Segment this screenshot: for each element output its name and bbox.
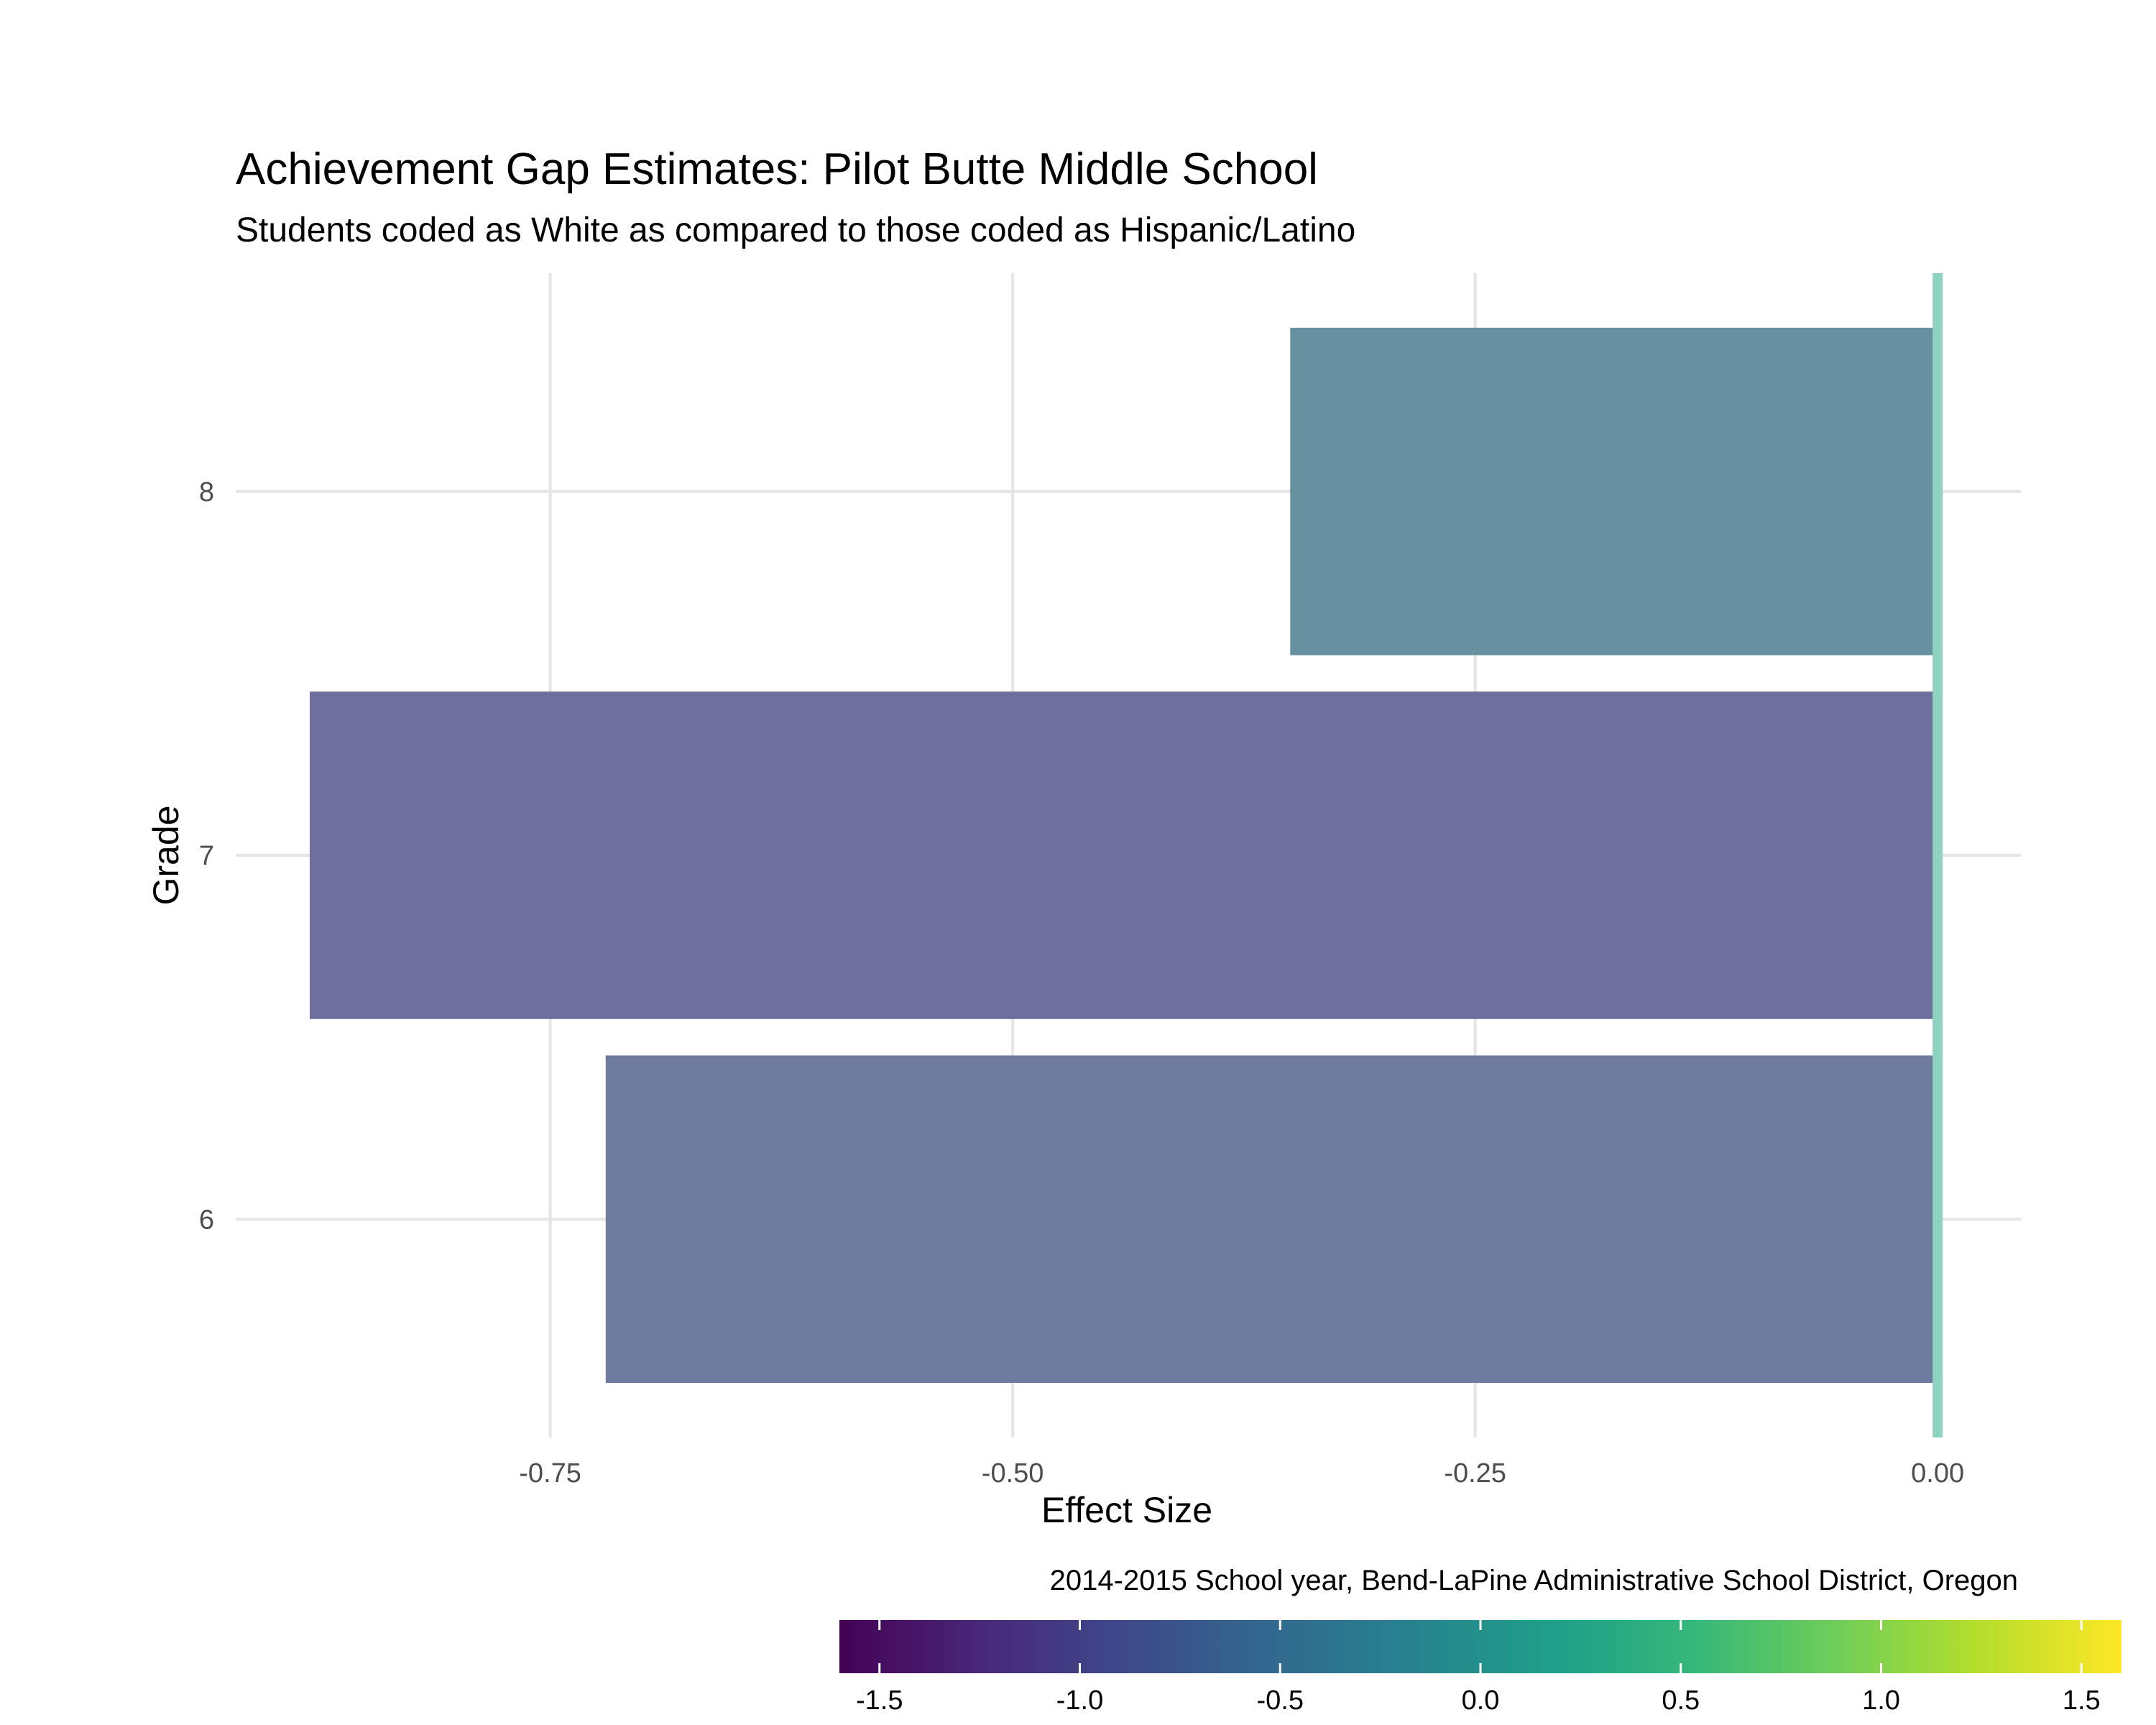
x-tick-label: -0.25 [1444,1458,1506,1489]
x-axis-title: Effect Size [1041,1490,1212,1530]
colorbar-tick-label: 0.0 [1462,1685,1500,1716]
x-tick-label: 0.00 [1911,1458,1964,1489]
y-tick-label: 6 [199,1205,214,1235]
chart-subtitle: Students coded as White as compared to t… [236,211,1355,249]
chart-caption: 2014-2015 School year, Bend-LaPine Admin… [1050,1565,2018,1596]
bar-grade-7 [309,691,1938,1019]
colorbar-tick-label: -0.5 [1257,1685,1304,1716]
colorbar-tick-label: 1.0 [1862,1685,1900,1716]
bar-grade-6 [605,1055,1938,1384]
colorbar: -1.5 -1.0 -0.5 0.0 0.5 1.0 1.5 [839,1620,2122,1716]
bars [309,327,1938,1384]
y-tick-label: 7 [199,841,214,871]
colorbar-tick-label: 0.5 [1662,1685,1700,1716]
y-axis-title: Grade [146,806,186,906]
chart-title: Achievement Gap Estimates: Pilot Butte M… [236,144,1318,194]
colorbar-tick-label: 1.5 [2063,1685,2101,1716]
colorbar-tick-label: -1.5 [856,1685,903,1716]
bar-grade-8 [1290,327,1938,656]
x-tick-label: -0.75 [519,1458,581,1489]
x-tick-label: -0.50 [982,1458,1044,1489]
y-axis-ticks: 6 7 8 [199,477,214,1236]
y-tick-label: 8 [199,477,214,507]
x-axis-ticks: -0.75 -0.50 -0.25 0.00 [519,1458,1964,1489]
colorbar-tick-label: -1.0 [1056,1685,1103,1716]
